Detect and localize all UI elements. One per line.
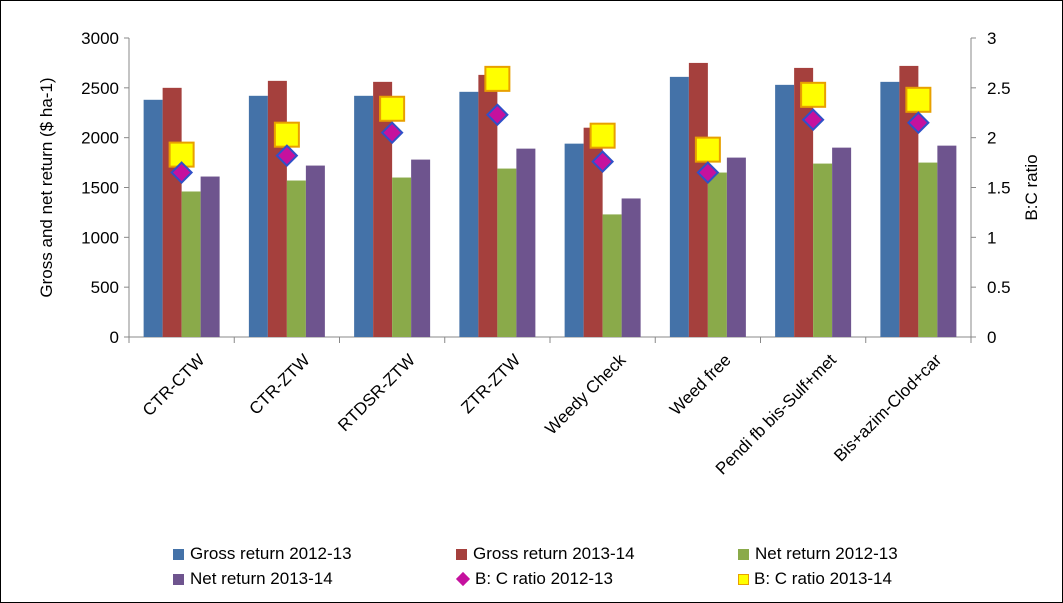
- y-tick-label: 1000: [81, 228, 119, 247]
- marker-b-c-ratio-2013-14: [800, 81, 827, 108]
- bar-gross-return-2012-13: [248, 95, 268, 337]
- marker-b-c-ratio-2013-14: [694, 136, 721, 163]
- bar-net-return-2012-13: [392, 177, 412, 337]
- x-category-label: CTR-CTW: [139, 350, 209, 420]
- bar-gross-return-2012-13: [354, 95, 374, 337]
- legend-label: Net return 2012-13: [755, 544, 898, 563]
- bar-gross-return-2013-14: [267, 80, 287, 338]
- y-tick-label: 500: [91, 278, 119, 297]
- x-category-label: Weed free: [666, 350, 735, 419]
- y2-axis-title: B:C ratio: [1022, 154, 1041, 220]
- legend-swatch: [173, 548, 184, 560]
- bar-net-return-2013-14: [937, 145, 957, 337]
- legend-item: B: C ratio 2013-14: [738, 569, 892, 589]
- y2-tick-label: 0: [987, 328, 996, 347]
- bar-gross-return-2012-13: [459, 91, 479, 337]
- x-category-label: RTDSR-ZTW: [334, 350, 419, 435]
- legend-label: Net return 2013-14: [190, 569, 333, 588]
- y-tick-label: 2500: [81, 79, 119, 98]
- bar-gross-return-2012-13: [143, 99, 163, 337]
- legend-label: B: C ratio 2012-13: [475, 569, 613, 588]
- bar-net-return-2012-13: [707, 172, 727, 337]
- marker-b-c-ratio-2012-13: [801, 108, 825, 132]
- marker-b-c-ratio-2013-14: [484, 65, 511, 92]
- marker-b-c-ratio-2012-13: [170, 161, 194, 184]
- legend-swatch: [173, 573, 184, 585]
- marker-b-c-ratio-2012-13: [485, 103, 509, 127]
- bar-net-return-2013-14: [832, 147, 852, 337]
- x-category-label: ZTR-ZTW: [457, 350, 524, 417]
- legend-diamond-marker: [455, 571, 471, 587]
- marker-b-c-ratio-2013-14: [589, 122, 616, 149]
- bar-gross-return-2012-13: [564, 143, 584, 337]
- marker-b-c-ratio-2013-14: [905, 86, 932, 113]
- bar-net-return-2013-14: [726, 157, 746, 337]
- bar-net-return-2013-14: [621, 198, 641, 337]
- x-category-label: CTR-ZTW: [246, 350, 314, 418]
- y2-tick-label: 1.5: [987, 179, 1011, 198]
- legend-label: Gross return 2012-13: [190, 544, 352, 563]
- y2-tick-label: 3: [987, 29, 996, 48]
- y2-tick-label: 1: [987, 228, 996, 247]
- marker-b-c-ratio-2012-13: [275, 144, 299, 168]
- marker-b-c-ratio-2013-14: [379, 95, 406, 122]
- x-category-label: Pendi fb bis-Sulf+met: [712, 350, 840, 478]
- y2-tick-label: 2.5: [987, 79, 1011, 98]
- marker-b-c-ratio-2012-13: [591, 150, 615, 174]
- bar-net-return-2013-14: [305, 165, 325, 337]
- x-category-label: Bis+azim-Clod+car: [830, 350, 945, 465]
- chart-svg: 0 500 1000 1500 2000 2500 3000 0 0.5 1 1.5 2 2.5 3 Gro…: [37, 29, 1041, 478]
- y-tick-label: 2000: [81, 129, 119, 148]
- bar-net-return-2012-13: [918, 162, 938, 337]
- y2-tick-label: 0.5: [987, 278, 1011, 297]
- bar-net-return-2013-14: [516, 148, 536, 337]
- bar-gross-return-2013-14: [162, 87, 182, 337]
- marker-b-c-ratio-2013-14: [273, 121, 300, 148]
- bar-gross-return-2012-13: [669, 76, 689, 338]
- marker-b-c-ratio-2012-13: [696, 161, 720, 184]
- bar-gross-return-2013-14: [899, 65, 919, 337]
- marker-b-c-ratio-2012-13: [380, 121, 404, 145]
- bar-net-return-2013-14: [200, 176, 220, 337]
- y-tick-label: 0: [110, 328, 119, 347]
- legend-swatch: [456, 548, 467, 560]
- legend-item: Net return 2013-14: [173, 569, 333, 589]
- legend-item: Gross return 2012-13: [173, 544, 352, 564]
- legend-label: Gross return 2013-14: [473, 544, 635, 563]
- bar-net-return-2012-13: [286, 180, 306, 337]
- bar-net-return-2012-13: [602, 214, 622, 337]
- legend-item: B: C ratio 2012-13: [455, 569, 613, 589]
- bar-gross-return-2012-13: [880, 81, 900, 337]
- bar-net-return-2013-14: [411, 159, 431, 337]
- bar-net-return-2012-13: [181, 191, 201, 337]
- legend-square-marker: [738, 573, 749, 585]
- legend-label: B: C ratio 2013-14: [754, 569, 892, 588]
- bar-net-return-2012-13: [813, 163, 833, 337]
- y-tick-label: 1500: [81, 179, 119, 198]
- bar-gross-return-2013-14: [688, 62, 708, 338]
- bar-gross-return-2013-14: [478, 74, 498, 338]
- bar-gross-return-2013-14: [373, 81, 393, 337]
- legend-item: Gross return 2013-14: [456, 544, 635, 564]
- legend-item: Net return 2012-13: [738, 544, 898, 564]
- marker-b-c-ratio-2012-13: [906, 111, 930, 135]
- bar-gross-return-2013-14: [583, 127, 603, 337]
- y2-tick-label: 2: [987, 129, 996, 148]
- x-category-label: Weedy Check: [541, 350, 629, 438]
- bar-gross-return-2013-14: [794, 67, 814, 338]
- y-axis-title: Gross and net return ($ ha-1): [37, 77, 56, 297]
- y-tick-label: 3000: [81, 29, 119, 48]
- bar-net-return-2012-13: [497, 168, 517, 337]
- bar-gross-return-2012-13: [775, 84, 795, 338]
- legend-swatch: [738, 548, 749, 560]
